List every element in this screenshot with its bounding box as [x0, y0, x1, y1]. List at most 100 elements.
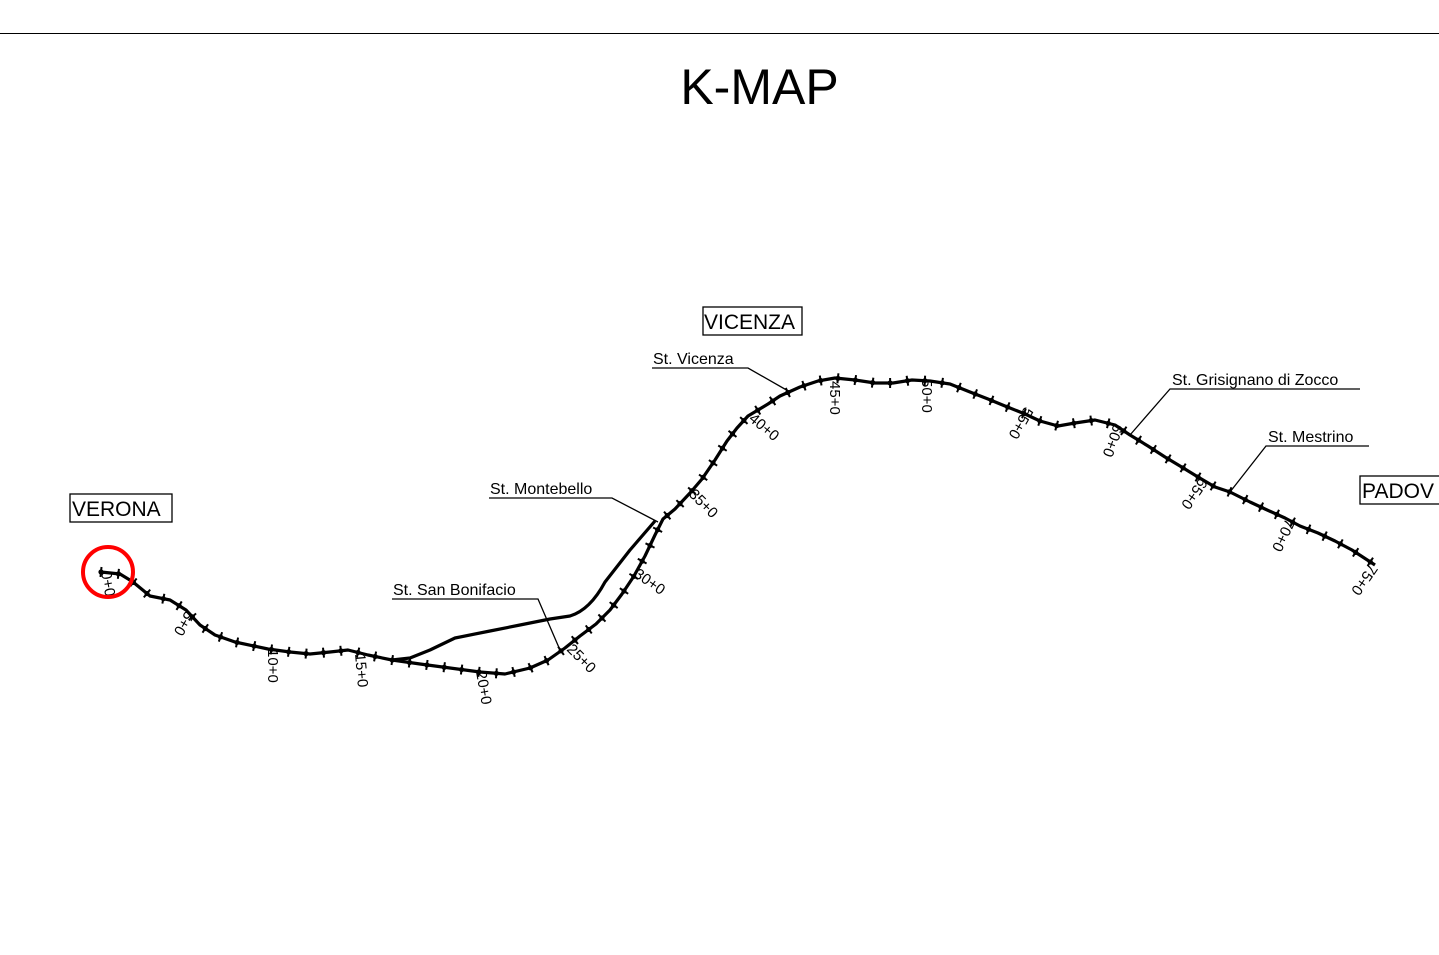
main-route-tick-dot [639, 558, 645, 564]
chainage-label-10: 10+0 [264, 649, 281, 683]
city-label-vicenza: VICENZA [704, 311, 795, 334]
main-route-tick-dot [144, 590, 150, 597]
main-route-tick-dot [424, 662, 430, 668]
main-route-tick-dot [320, 650, 327, 656]
main-route-tick-dot [1353, 549, 1359, 555]
chainage-tick-marks [98, 373, 1374, 679]
station-label-montebello: St. Montebello [490, 481, 592, 498]
main-route-tick-dot [729, 431, 736, 437]
main-route-tick-dot [189, 614, 195, 620]
chainage-label-55: 55+0 [1005, 404, 1037, 442]
main-route-tick-dot [458, 666, 465, 673]
main-route-tick-dot [1210, 483, 1216, 489]
main-route-tick-dot [835, 375, 841, 381]
main-route-tick-dot [493, 670, 499, 676]
main-route-tick-dot [1021, 410, 1027, 417]
main-route-tick-dot [801, 383, 807, 389]
main-route-tick-dot [1337, 541, 1343, 547]
chainage-label-50: 50+0 [918, 379, 935, 413]
main-route-tick-dot [572, 637, 578, 643]
main-route-tick-dot [599, 615, 605, 621]
main-route-tick-dot [922, 378, 928, 384]
station-st-montebello: St. Montebello [489, 481, 659, 523]
main-route-tick-dot [741, 417, 747, 424]
main-route-tick-dot [1195, 474, 1201, 480]
city-box-verona: VERONA [69, 493, 173, 523]
station-label-san-bonifacio: St. San Bonifacio [393, 582, 516, 599]
alternative-route-line [391, 519, 657, 662]
main-route-tick-dot [852, 377, 858, 383]
main-route-tick-dot [655, 527, 661, 533]
main-route-tick-dot [939, 380, 945, 386]
main-route-tick-dot [1071, 420, 1077, 426]
main-route-tick-dot [689, 488, 695, 494]
chainage-label-20: 20+0 [472, 670, 495, 706]
main-route-tick-dot [1150, 446, 1156, 453]
main-route-tick-dot [719, 445, 726, 451]
main-route-tick-dot [1258, 504, 1264, 510]
main-route-tick-dot [1105, 420, 1111, 426]
city-box-vicenza: VICENZA [702, 306, 803, 336]
main-route-tick-dot [115, 571, 122, 577]
main-route-tick-dot [647, 542, 653, 549]
main-route-tick-dot [988, 397, 995, 404]
main-route-tick-dot [406, 659, 413, 666]
main-route-tick-dot [98, 569, 104, 575]
main-route-tick-dot [202, 625, 208, 632]
chainage-label-45: 45+0 [826, 381, 843, 415]
station-st-grisignano: St. Grisignano di Zocco [1129, 372, 1360, 436]
main-route-tick-dot [543, 658, 550, 664]
main-route-tick-dot [286, 649, 292, 655]
main-route-tick-dot [870, 380, 876, 386]
main-route-tick-dot [664, 512, 670, 519]
top-border-line [0, 33, 1439, 34]
chainage-label-15: 15+0 [351, 653, 371, 688]
main-route-tick-dot [527, 665, 534, 671]
chainage-label-35: 35+0 [685, 486, 721, 522]
main-route-tick-dot [1180, 465, 1186, 471]
station-label-mestrino: St. Mestrino [1268, 429, 1353, 446]
main-route-tick-dot [251, 643, 257, 649]
chainage-label-40: 40+0 [745, 410, 782, 445]
main-route-tick-dot [631, 573, 637, 580]
main-route-tick-dot [389, 657, 395, 663]
city-label-verona: VERONA [72, 498, 161, 521]
main-route-tick-dot [904, 378, 911, 384]
main-route-tick-dot [338, 648, 344, 654]
main-route-tick-dot [972, 391, 978, 397]
main-route-tick-dot [234, 639, 240, 646]
station-st-mestrino: St. Mestrino [1229, 429, 1369, 493]
main-route-tick-dot [755, 407, 761, 413]
station-label-vicenza: St. Vicenza [653, 351, 734, 368]
station-label-grisignano: St. Grisignano di Zocco [1172, 372, 1338, 389]
main-route-tick-dot [611, 602, 617, 608]
main-route-tick-dot [1005, 404, 1011, 410]
chainage-label-5: 5+0 [170, 608, 197, 639]
main-route-tick-dot [176, 603, 182, 609]
main-route-tick-dot [217, 634, 224, 640]
station-st-san-bonifacio: St. San Bonifacio [392, 582, 561, 651]
city-box-padova: PADOV [1359, 475, 1439, 505]
main-route-tick-dot [1367, 559, 1373, 565]
main-route-tick-dot [160, 596, 166, 602]
main-route-tick-dot [303, 651, 309, 657]
main-route-tick-dot [476, 669, 482, 675]
main-route-tick-dot [1037, 418, 1043, 424]
chainage-label-75: 75+0 [1347, 561, 1380, 598]
main-route-tick-dot [1135, 437, 1142, 443]
main-route-tick-dot [621, 588, 627, 594]
station-st-vicenza: St. Vicenza [652, 351, 791, 393]
main-route-tick-dot [1290, 519, 1296, 525]
main-route-tick-dot [1242, 497, 1248, 503]
main-route-tick-dot [441, 664, 447, 670]
main-route-tick-dot [1274, 511, 1280, 517]
main-route-tick-dot [372, 653, 378, 660]
chainage-label-65: 65+0 [1177, 475, 1210, 512]
main-route-tick-dot [710, 460, 716, 466]
main-route-tick-dot [956, 384, 962, 391]
main-route-tick-dot [510, 669, 517, 675]
main-route-tick-dot [586, 626, 592, 633]
chainage-label-25: 25+0 [563, 641, 599, 677]
page-title: K-MAP [680, 59, 839, 115]
chainage-label-30: 30+0 [631, 565, 668, 598]
